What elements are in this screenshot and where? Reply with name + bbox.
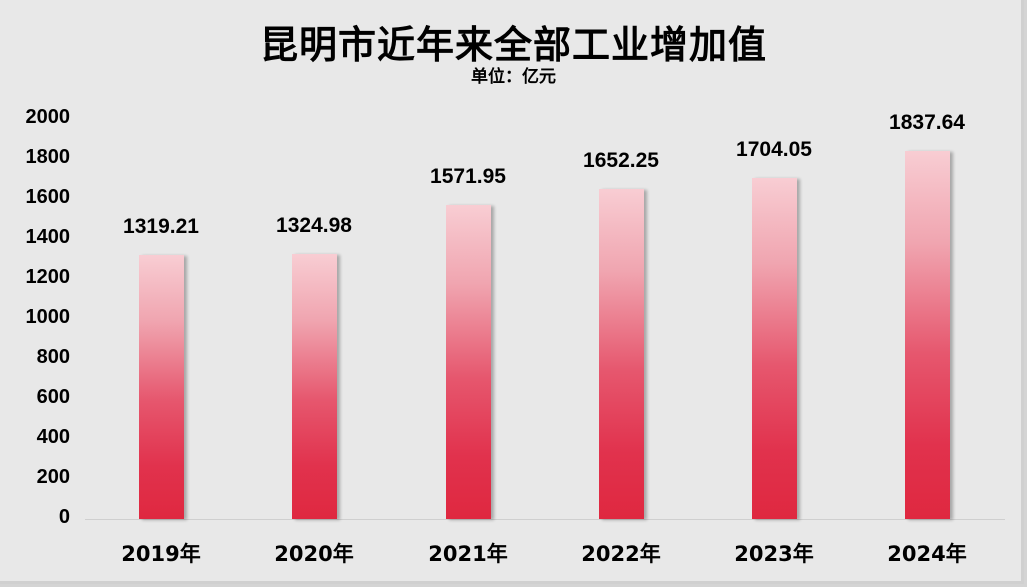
x-axis-line: [85, 519, 1005, 520]
y-tick-label: 1400: [25, 226, 71, 248]
data-value-label: 1652.25: [583, 148, 659, 172]
x-tick-label: 2022年: [581, 542, 661, 566]
y-tick-label: 800: [36, 346, 70, 368]
chart-title: 昆明市近年来全部工业增加值: [259, 23, 767, 67]
y-tick-label: 1600: [25, 186, 71, 208]
y-tick-label: 1200: [25, 266, 71, 288]
y-tick-label: 1800: [25, 146, 71, 168]
y-tick-label: 0: [58, 506, 70, 528]
y-tick-label: 400: [36, 426, 70, 448]
x-tick-label: 2019年: [121, 542, 201, 566]
data-value-label: 1837.64: [889, 111, 965, 135]
y-tick-label: 2000: [25, 106, 71, 128]
data-value-label: 1571.95: [430, 164, 506, 188]
data-value-label: 1319.21: [123, 215, 199, 239]
x-tick-label: 2024年: [887, 542, 967, 566]
bar-4: [752, 178, 797, 519]
chart-subtitle-unit: 单位：亿元: [471, 67, 556, 87]
bar-3: [599, 188, 644, 519]
bar-5: [905, 151, 950, 519]
y-tick-label: 1000: [25, 306, 71, 328]
data-value-label: 1324.98: [276, 214, 352, 237]
bar-1: [292, 254, 337, 519]
y-tick-label: 200: [36, 466, 70, 488]
data-value-label: 1704.05: [736, 138, 812, 162]
bar-2: [446, 204, 491, 519]
bar-0: [139, 255, 184, 519]
x-tick-label: 2021年: [428, 542, 508, 566]
x-tick-label: 2020年: [274, 542, 354, 566]
x-tick-label: 2023年: [734, 542, 814, 566]
y-tick-label: 600: [36, 386, 70, 408]
